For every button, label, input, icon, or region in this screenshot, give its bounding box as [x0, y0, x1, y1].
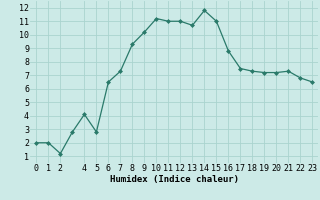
X-axis label: Humidex (Indice chaleur): Humidex (Indice chaleur)	[110, 175, 239, 184]
